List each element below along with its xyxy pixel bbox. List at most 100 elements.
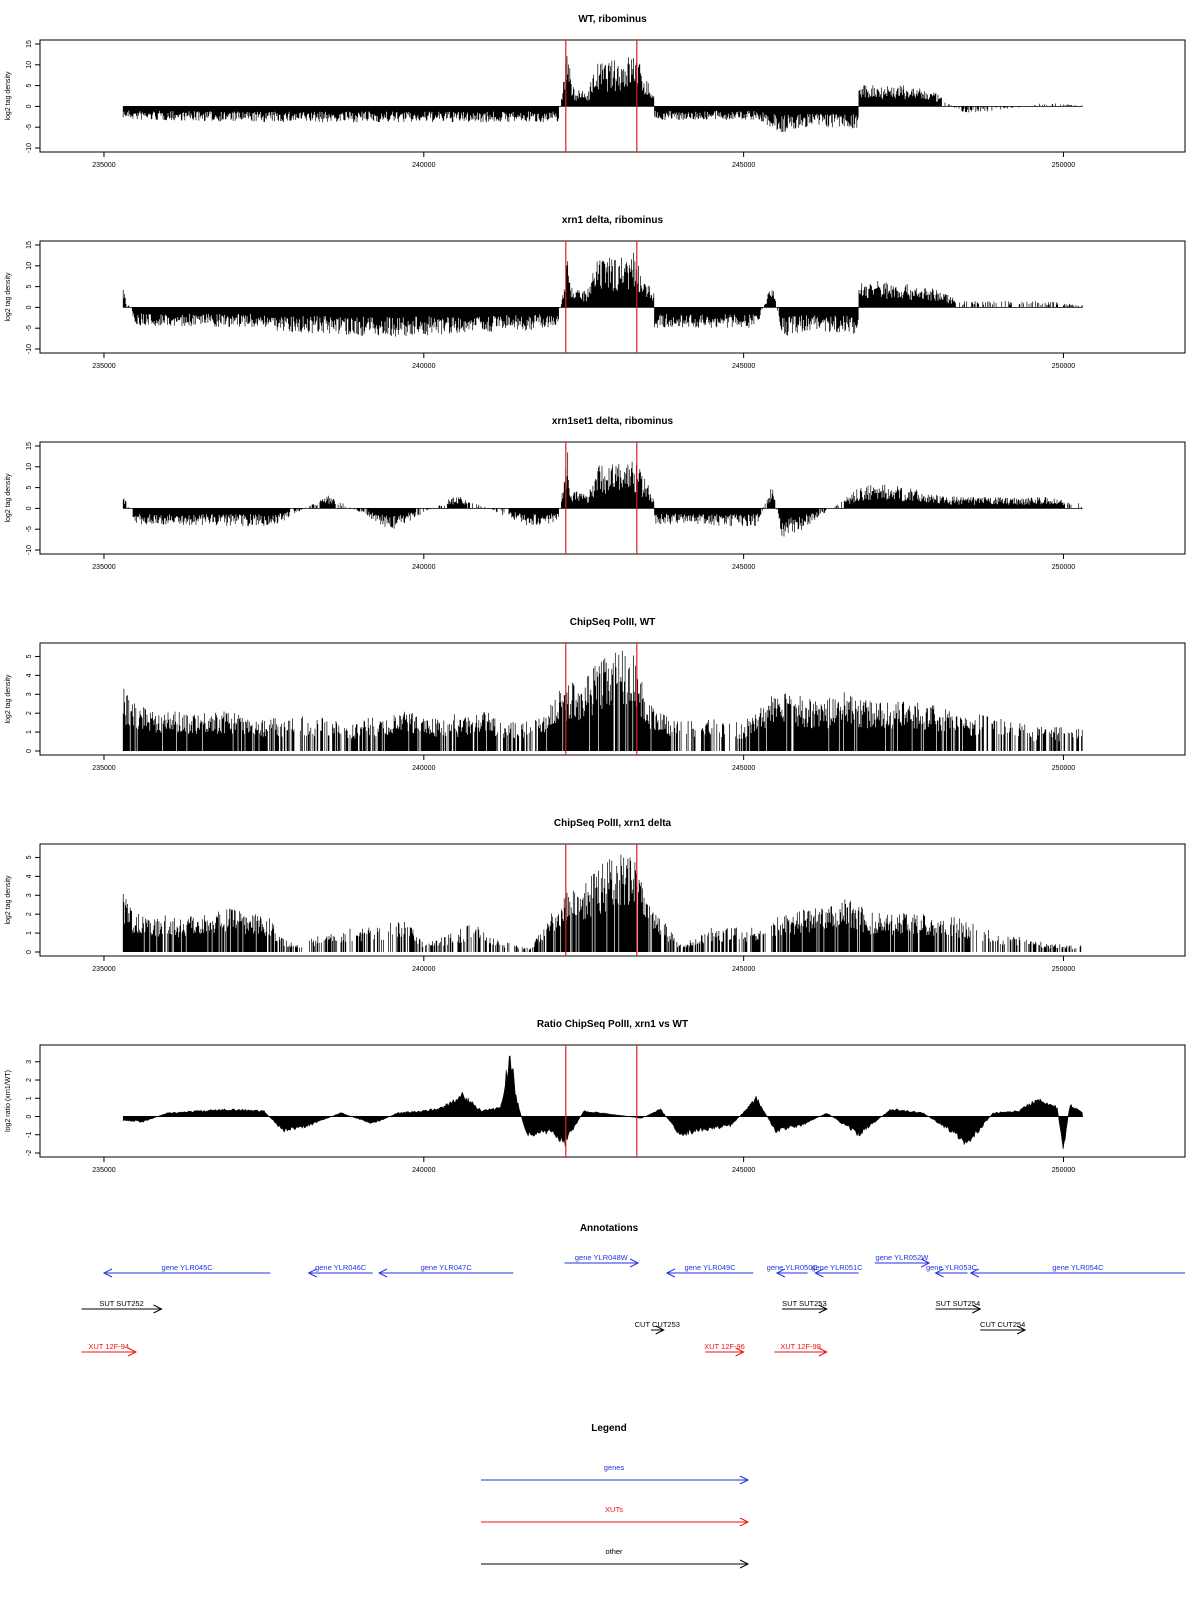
- y-axis-label: log2 tag density: [5, 473, 12, 523]
- arrow-head: [739, 1559, 750, 1569]
- plot-frame: [39, 39, 1186, 153]
- y-tick-label: 5: [26, 486, 33, 490]
- gene-label: gene YLR054C: [1052, 1263, 1104, 1272]
- x-tick-label: 245000: [732, 1167, 755, 1174]
- gene-label: gene YLR052W: [876, 1253, 930, 1262]
- track-panel-2: xrn1 delta, ribominus log2 tag density -10…: [5, 215, 1186, 370]
- y-tick-label: 2: [26, 711, 33, 715]
- y-tick-label: 3: [26, 893, 33, 897]
- x-tick-label: 245000: [732, 363, 755, 370]
- legend-panel: Legend genes XUTs other: [481, 1423, 750, 1569]
- track-title: WT, ribominus: [578, 14, 647, 25]
- gene-arrow: [102, 1268, 271, 1278]
- y-tick-label: 5: [26, 84, 33, 88]
- x-tick-label: 245000: [732, 162, 755, 169]
- y-axis-label: log2 tag density: [5, 875, 12, 925]
- arrow-head: [739, 1517, 750, 1527]
- legend-label: other: [605, 1547, 623, 1556]
- legend-arrow: [481, 1517, 750, 1527]
- y-tick-label: 3: [26, 1060, 33, 1064]
- arrow-head: [739, 1475, 750, 1485]
- arrow-head: [655, 1325, 665, 1335]
- x-tick-label: 235000: [92, 966, 115, 973]
- y-tick-label: 15: [26, 241, 33, 249]
- x-tick-label: 240000: [412, 765, 435, 772]
- y-tick-label: -1: [26, 1132, 33, 1138]
- other-arrow: [935, 1304, 982, 1314]
- gene-arrow: [307, 1268, 373, 1278]
- track-title: ChipSeq PolII, xrn1 delta: [554, 818, 672, 829]
- x-tick-label: 235000: [92, 564, 115, 571]
- arrow-head: [735, 1347, 745, 1357]
- signal-bars: [122, 56, 1083, 132]
- arrow-head: [102, 1268, 113, 1278]
- gene-arrow: [665, 1268, 754, 1278]
- x-tick-label: 235000: [92, 162, 115, 169]
- other-label: SUT SUT253: [782, 1299, 826, 1308]
- y-tick-label: 1: [26, 1096, 33, 1100]
- arrow-head: [818, 1347, 828, 1357]
- x-tick-label: 245000: [732, 765, 755, 772]
- y-tick-label: 4: [26, 874, 33, 878]
- track-title: xrn1set1 delta, ribominus: [552, 416, 674, 427]
- arrow-head: [153, 1304, 163, 1314]
- gene-arrow: [814, 1268, 859, 1278]
- x-tick-label: 235000: [92, 765, 115, 772]
- track-panel-3: xrn1set1 delta, ribominus log2 tag densit…: [5, 416, 1186, 571]
- other-label: SUT SUT252: [99, 1299, 143, 1308]
- gene-arrow: [775, 1268, 808, 1278]
- y-tick-label: 10: [26, 463, 33, 471]
- x-tick-label: 245000: [732, 564, 755, 571]
- xut-arrow: [81, 1347, 138, 1357]
- legend-arrow: [481, 1475, 750, 1485]
- legend-label: XUTs: [605, 1505, 623, 1514]
- arrow-head: [920, 1258, 931, 1268]
- y-tick-label: 4: [26, 673, 33, 677]
- arrow-head: [377, 1268, 388, 1278]
- y-tick-label: -5: [26, 325, 33, 331]
- xut-arrow: [774, 1347, 828, 1357]
- y-axis-label: log2 tag density: [5, 272, 12, 322]
- gene-label: gene YLR045C: [162, 1263, 214, 1272]
- y-axis-label: log2 tag density: [5, 71, 12, 121]
- other-label: CUT CUT253: [635, 1320, 680, 1329]
- y-tick-label: 1: [26, 730, 33, 734]
- y-tick-label: 0: [26, 749, 33, 753]
- legend-arrow: [481, 1559, 750, 1569]
- gene-label: gene YLR046C: [315, 1263, 367, 1272]
- arrow-head: [307, 1268, 317, 1278]
- y-tick-label: 0: [26, 950, 33, 954]
- y-tick-label: -10: [26, 143, 33, 153]
- plot-frame: [39, 1044, 1186, 1158]
- y-tick-label: -5: [26, 124, 33, 130]
- xut-arrow: [705, 1347, 745, 1357]
- y-tick-label: -2: [26, 1150, 33, 1156]
- other-arrow: [980, 1325, 1027, 1335]
- x-tick-label: 235000: [92, 363, 115, 370]
- y-tick-label: 15: [26, 442, 33, 450]
- plot-frame: [39, 441, 1186, 555]
- x-tick-label: 235000: [92, 1167, 115, 1174]
- arrow-head: [818, 1304, 828, 1314]
- other-arrow: [782, 1304, 828, 1314]
- other-label: CUT CUT254: [980, 1320, 1025, 1329]
- y-tick-label: 1: [26, 931, 33, 935]
- track-title: Ratio ChipSeq PolII, xrn1 vs WT: [537, 1019, 688, 1030]
- arrow-head: [629, 1258, 640, 1268]
- gene-arrow: [874, 1258, 931, 1268]
- y-tick-label: 2: [26, 1078, 33, 1082]
- arrow-head: [972, 1304, 982, 1314]
- y-tick-label: -10: [26, 344, 33, 354]
- x-tick-label: 240000: [412, 162, 435, 169]
- plot-frame: [39, 843, 1186, 957]
- y-axis-label: log2 tag density: [5, 674, 12, 724]
- track-panel-4: ChipSeq PolII, WT log2 tag density 0 1 2 3 4 5 2…: [5, 617, 1186, 772]
- y-tick-label: 10: [26, 262, 33, 270]
- gene-arrow: [564, 1258, 640, 1268]
- xut-label: XUT 12F-98: [780, 1342, 821, 1351]
- x-tick-label: 245000: [732, 966, 755, 973]
- gene-label: gene YLR049C: [684, 1263, 736, 1272]
- x-tick-label: 250000: [1052, 765, 1075, 772]
- x-tick-label: 240000: [412, 966, 435, 973]
